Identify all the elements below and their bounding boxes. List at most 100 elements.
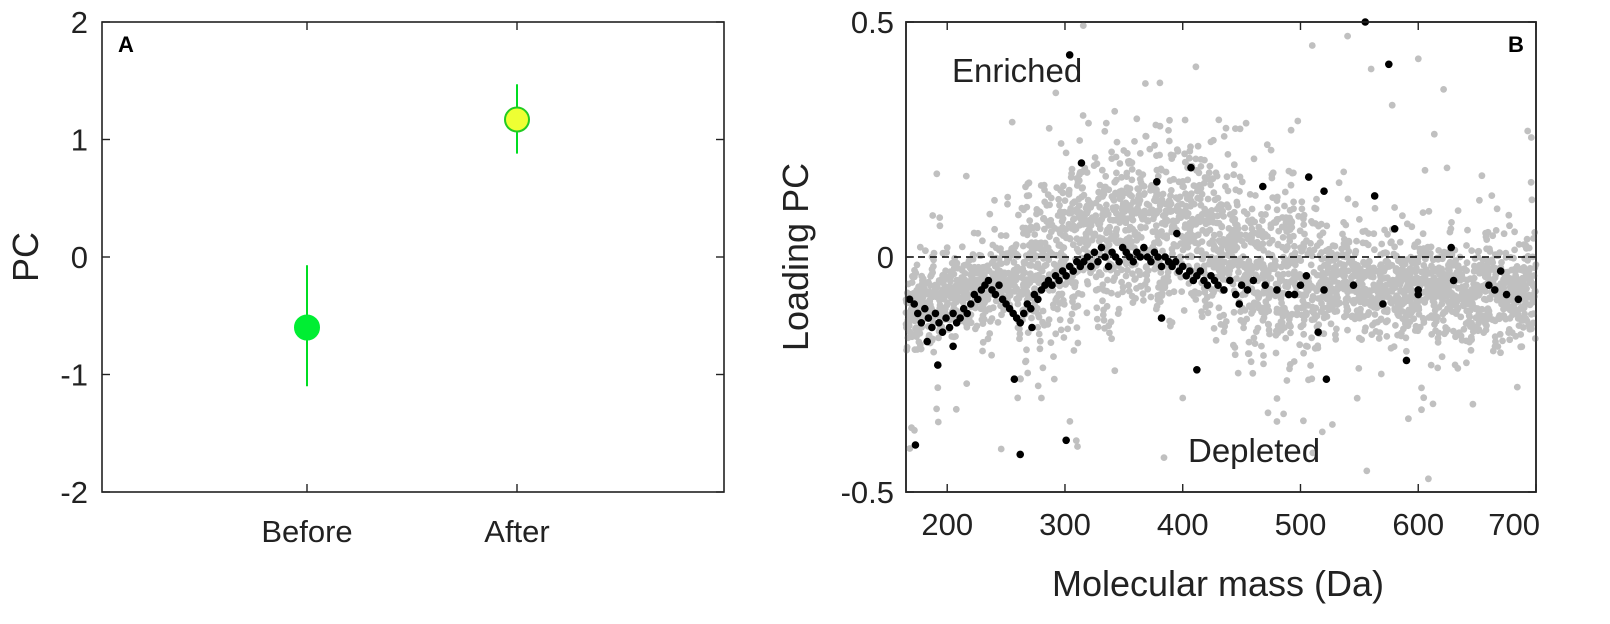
panel-b-grey-point (1527, 323, 1535, 330)
panel-b-grey-point (1297, 323, 1305, 330)
panel-b-highlight-point (928, 323, 936, 332)
panel-b-grey-point (1356, 291, 1364, 299)
panel-b-grey-point (984, 335, 992, 343)
panel-b-grey-point (1383, 257, 1391, 265)
panel-b-grey-point (991, 196, 998, 204)
panel-b-grey-point (1064, 325, 1072, 333)
panel-a-ytick-label: -2 (60, 475, 88, 510)
panel-b-grey-point (1209, 175, 1217, 183)
panel-b-grey-point (1248, 309, 1255, 317)
panel-b-grey-point (1290, 358, 1298, 365)
panel-b-highlight-point (1090, 248, 1099, 257)
panel-b-grey-point (1340, 219, 1347, 226)
panel-b-grey-point (1068, 310, 1076, 318)
panel-b-highlight-point (1284, 290, 1293, 299)
panel-b-grey-point (986, 330, 994, 337)
panel-b-grey-point (1056, 211, 1063, 219)
panel-b: B Loading PC Molecular mass (Da) 200 300 4… (775, 5, 1540, 604)
panel-b-xtick-label: 200 (921, 507, 973, 542)
panel-b-grey-point (1420, 319, 1428, 326)
panel-b-grey-point (913, 261, 921, 269)
panel-b-highlight-point (1097, 243, 1106, 252)
panel-b-grey-point (1308, 308, 1316, 315)
panel-b-highlight-point (1490, 286, 1499, 294)
panel-b-grey-point (1207, 181, 1215, 189)
panel-b-grey-point (1327, 270, 1335, 277)
panel-b-grey-point (958, 243, 966, 251)
panel-b-grey-point (1315, 295, 1322, 302)
panel-b-grey-point (1079, 112, 1087, 119)
panel-b-highlight-point (1214, 281, 1222, 290)
panel-b-grey-point (1071, 226, 1078, 234)
panel-b-grey-point (1078, 291, 1086, 298)
panel-b-grey-point (1165, 126, 1172, 134)
panel-b-grey-point (1039, 364, 1047, 372)
panel-b-grey-point (1435, 247, 1443, 254)
panel-b-grey-point (1526, 279, 1533, 287)
panel-b-grey-point (1156, 122, 1164, 130)
panel-b-grey-point (1377, 281, 1384, 288)
panel-b-highlight-point (963, 309, 972, 318)
panel-b-grey-point (1255, 292, 1263, 300)
panel-b-highlight-point (1302, 272, 1311, 280)
panel-b-grey-point (948, 333, 956, 340)
panel-b-grey-point (1050, 353, 1057, 360)
panel-b-grey-point (1015, 294, 1023, 302)
panel-b-grey-point (1307, 261, 1315, 269)
panel-b-grey-point (963, 323, 971, 331)
panel-b-grey-point (1313, 195, 1320, 203)
panel-b-grey-point (1342, 299, 1350, 307)
panel-b-grey-point (1001, 269, 1009, 277)
panel-b-grey-point (1162, 210, 1169, 218)
panel-b-grey-point (1158, 228, 1165, 235)
panel-b-grey-point (1421, 166, 1429, 174)
panel-b-grey-point (1231, 218, 1238, 225)
panel-b-grey-point (1504, 297, 1512, 305)
panel-a: A PC -2 -1 0 1 2 Before After (5, 5, 725, 549)
panel-b-highlight-point (1147, 257, 1155, 266)
panel-b-grey-point (1240, 208, 1248, 215)
panel-b-highlight-point (1314, 328, 1322, 337)
panel-b-grey-point (1287, 126, 1295, 134)
panel-b-grey-point (1268, 236, 1276, 244)
panel-b-grey-point (1035, 330, 1043, 338)
panel-b-grey-point (1391, 277, 1399, 284)
panel-b-grey-point (917, 345, 925, 353)
panel-b-grey-point (1335, 282, 1342, 290)
panel-b-grey-point (943, 244, 951, 252)
panel-b-grey-point (979, 237, 986, 245)
panel-b-grey-point (1076, 239, 1084, 247)
panel-b-grey-point (1462, 267, 1470, 274)
panel-b-grey-point (989, 304, 997, 312)
panel-b-grey-point (1291, 268, 1298, 276)
panel-b-highlight-point (1243, 286, 1252, 294)
panel-b-grey-point (1057, 140, 1065, 147)
panel-b-grey-point (1353, 237, 1360, 245)
panel-b-grey-point (1264, 233, 1271, 240)
panel-b-grey-point (1034, 323, 1042, 331)
panel-b-grey-point (1396, 238, 1404, 246)
panel-b-grey-point (1174, 147, 1182, 155)
panel-b-grey-point (1052, 330, 1060, 338)
panel-b-grey-point (979, 264, 987, 272)
panel-b-grey-point (1376, 329, 1384, 337)
panel-b-grey-point (1118, 173, 1125, 181)
panel-b-grey-point (1128, 166, 1136, 173)
panel-b-grey-point (1445, 284, 1452, 292)
panel-b-grey-point (1443, 164, 1451, 172)
panel-b-grey-point (1236, 173, 1244, 181)
panel-b-grey-point (1438, 300, 1446, 308)
panel-b-grey-point (1137, 224, 1145, 232)
panel-b-grey-point (1137, 234, 1145, 241)
panel-b-grey-point (1103, 229, 1110, 237)
panel-b-highlight-point (1157, 262, 1166, 271)
panel-b-grey-point (1471, 323, 1479, 331)
panel-b-grey-point (1047, 339, 1055, 346)
panel-b-grey-point (1082, 233, 1090, 241)
panel-b-grey-point (1132, 209, 1140, 217)
panel-b-highlight-point (966, 300, 975, 308)
panel-b-grey-point (1441, 330, 1448, 338)
panel-b-grey-point (1205, 169, 1213, 177)
panel-b-grey-point (1225, 225, 1233, 232)
